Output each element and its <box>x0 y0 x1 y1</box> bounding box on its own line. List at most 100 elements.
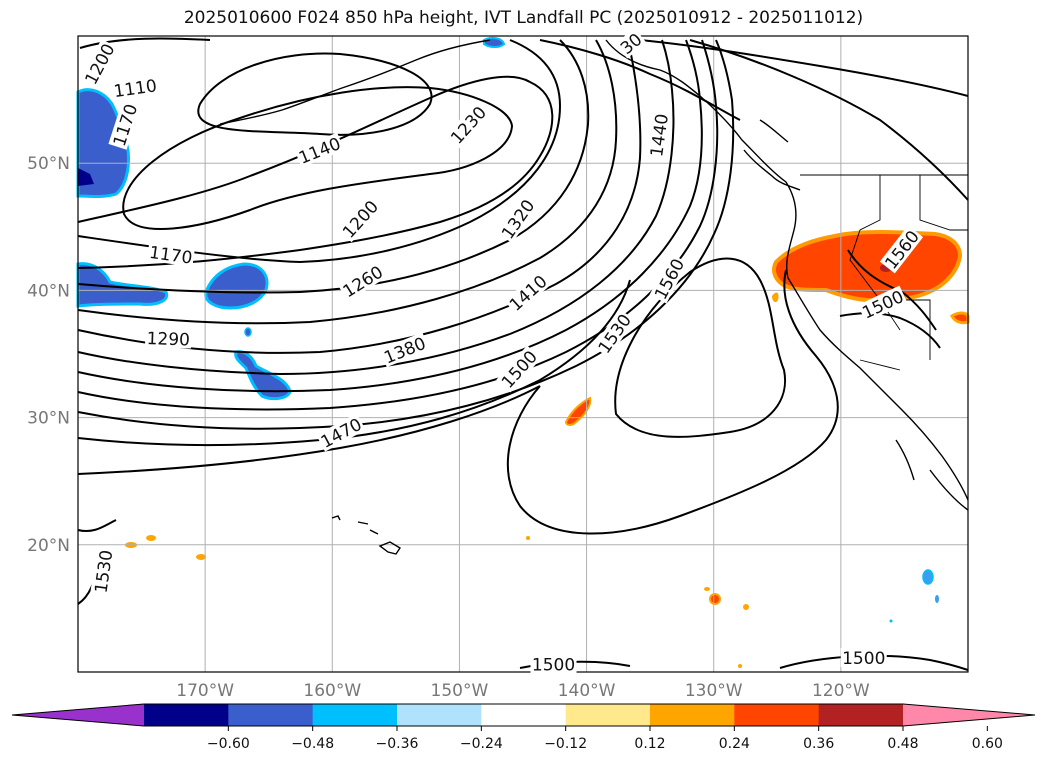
fill-spot-orange7 <box>526 536 530 540</box>
contour-label-bg <box>111 75 160 101</box>
colorbar: −0.60 −0.48 −0.36 −0.24 −0.12 0.12 0.24 0.36 0.4… <box>11 703 1036 752</box>
contour-label-bg <box>504 270 552 316</box>
fill-spot-sw6 <box>743 604 749 610</box>
contour-label-bg <box>857 285 908 323</box>
contour-label-bg <box>496 194 539 244</box>
lat-tick-label: 40°N <box>27 281 70 301</box>
contour-label-bg <box>879 225 924 274</box>
lat-tick-label: 20°N <box>27 536 70 556</box>
contour-line <box>779 654 969 671</box>
contour-line <box>639 39 969 97</box>
contour-label-bg <box>294 132 345 168</box>
lat-tick-label: 30°N <box>27 409 70 429</box>
contour-label-bg <box>530 654 577 674</box>
colorbar-extend-high <box>903 704 1035 726</box>
colorbar-outline <box>11 703 1036 727</box>
contour-line <box>77 39 675 376</box>
contour-label-bg <box>379 332 430 368</box>
colorbar-segment <box>144 704 229 726</box>
colorbar-extend-low <box>12 704 144 726</box>
colorbar-tick-label: 0.48 <box>887 736 918 752</box>
lon-tick-label: 170°W <box>176 681 234 701</box>
colorbar-segment <box>565 704 651 726</box>
contour-label: 1170 <box>146 241 195 269</box>
colorbar-segment <box>312 704 398 726</box>
graticule <box>78 36 968 672</box>
contour-label-bg <box>840 648 887 668</box>
axis-labels: 50°N 40°N 30°N 20°N 170°W 160°W 150°W 140°W 130°… <box>27 154 870 701</box>
contour-line <box>77 39 703 393</box>
coastline-north-america <box>605 39 969 501</box>
contour-label-bg <box>108 100 141 150</box>
colorbar-segment <box>481 704 567 726</box>
fill-region-west-coast-tail <box>950 311 970 325</box>
contour-line <box>122 86 514 230</box>
colorbar-tick-label: 0.12 <box>634 736 665 752</box>
contour-label-bg <box>337 195 383 243</box>
lon-tick-label: 150°W <box>431 681 489 701</box>
contour-line <box>77 39 618 325</box>
fill-region-alaska-blue <box>483 36 506 48</box>
contour-line <box>77 39 719 411</box>
fill-spot-blue2 <box>922 569 934 585</box>
contour-label-bg <box>316 413 366 452</box>
fill-spot-midpacific <box>564 396 592 426</box>
contour-line <box>197 52 433 136</box>
coastline-baja <box>895 439 969 511</box>
contour-line <box>77 385 541 475</box>
map-title: 2025010600 F024 850 hPa height, IVT Land… <box>183 8 864 28</box>
colorbar-tick-label: −0.12 <box>544 736 587 752</box>
contour-line <box>614 257 786 438</box>
fill-region-pacific-west <box>76 262 169 308</box>
contour-label-bg <box>146 241 195 267</box>
contour-label-bg <box>445 101 491 149</box>
fill-spot-sw5 <box>704 587 710 591</box>
fill-spot-blue4 <box>889 619 893 623</box>
fill-region-west-coast-edge <box>772 292 779 303</box>
colorbar-segment <box>734 704 820 726</box>
fill-spot-orange8 <box>738 664 742 668</box>
contour-line <box>77 75 554 269</box>
coastline-hawaii <box>331 515 401 555</box>
map-frame <box>77 35 969 673</box>
coastline-alaska-islands <box>219 39 491 125</box>
colorbar-segment <box>818 704 904 726</box>
contour-label-bg <box>79 38 119 89</box>
fill-region-pacific-north <box>76 88 130 198</box>
contour-label-bg <box>645 111 672 160</box>
fill-spot-sw3 <box>196 554 206 560</box>
colorbar-segment <box>228 704 314 726</box>
colorbar-segment <box>650 704 735 726</box>
colorbar-tick-label: 0.36 <box>803 736 834 752</box>
coastline-british-columbia <box>743 119 801 191</box>
fill-spot-blue3 <box>935 595 939 603</box>
lon-tick-label: 120°W <box>812 681 870 701</box>
contour-label-bg <box>90 547 116 596</box>
contour-line <box>506 269 839 535</box>
lon-tick-label: 140°W <box>558 681 616 701</box>
contour-label-text: 1500 <box>842 649 885 669</box>
contour-label-bg <box>615 27 647 59</box>
contour-label: 1500 <box>530 654 577 675</box>
coastlines <box>219 39 969 555</box>
lon-tick-label: 130°W <box>685 681 743 701</box>
contour-label: 1500 <box>840 648 887 669</box>
contour-line <box>77 39 562 264</box>
contour-label-bg <box>144 327 192 349</box>
fill-spot-sw2 <box>146 535 156 541</box>
contour-line <box>77 39 590 294</box>
contour-label: 1290 <box>144 327 192 350</box>
colorbar-tick-label: −0.48 <box>291 736 334 752</box>
border-states <box>849 175 968 371</box>
contour-label-bg <box>649 253 688 304</box>
fill-region-pacific-south <box>234 350 292 401</box>
contour-line <box>539 39 741 121</box>
contour-label-text: 1290 <box>146 329 190 350</box>
lon-tick-label: 160°W <box>303 681 361 701</box>
fill-region-pacific-north-core <box>78 168 94 186</box>
contour-line <box>77 279 631 447</box>
contour-line <box>77 39 735 430</box>
height-contours <box>77 37 969 671</box>
contour-label-text: 1500 <box>532 655 575 675</box>
fill-spot-sw4 <box>709 593 721 605</box>
